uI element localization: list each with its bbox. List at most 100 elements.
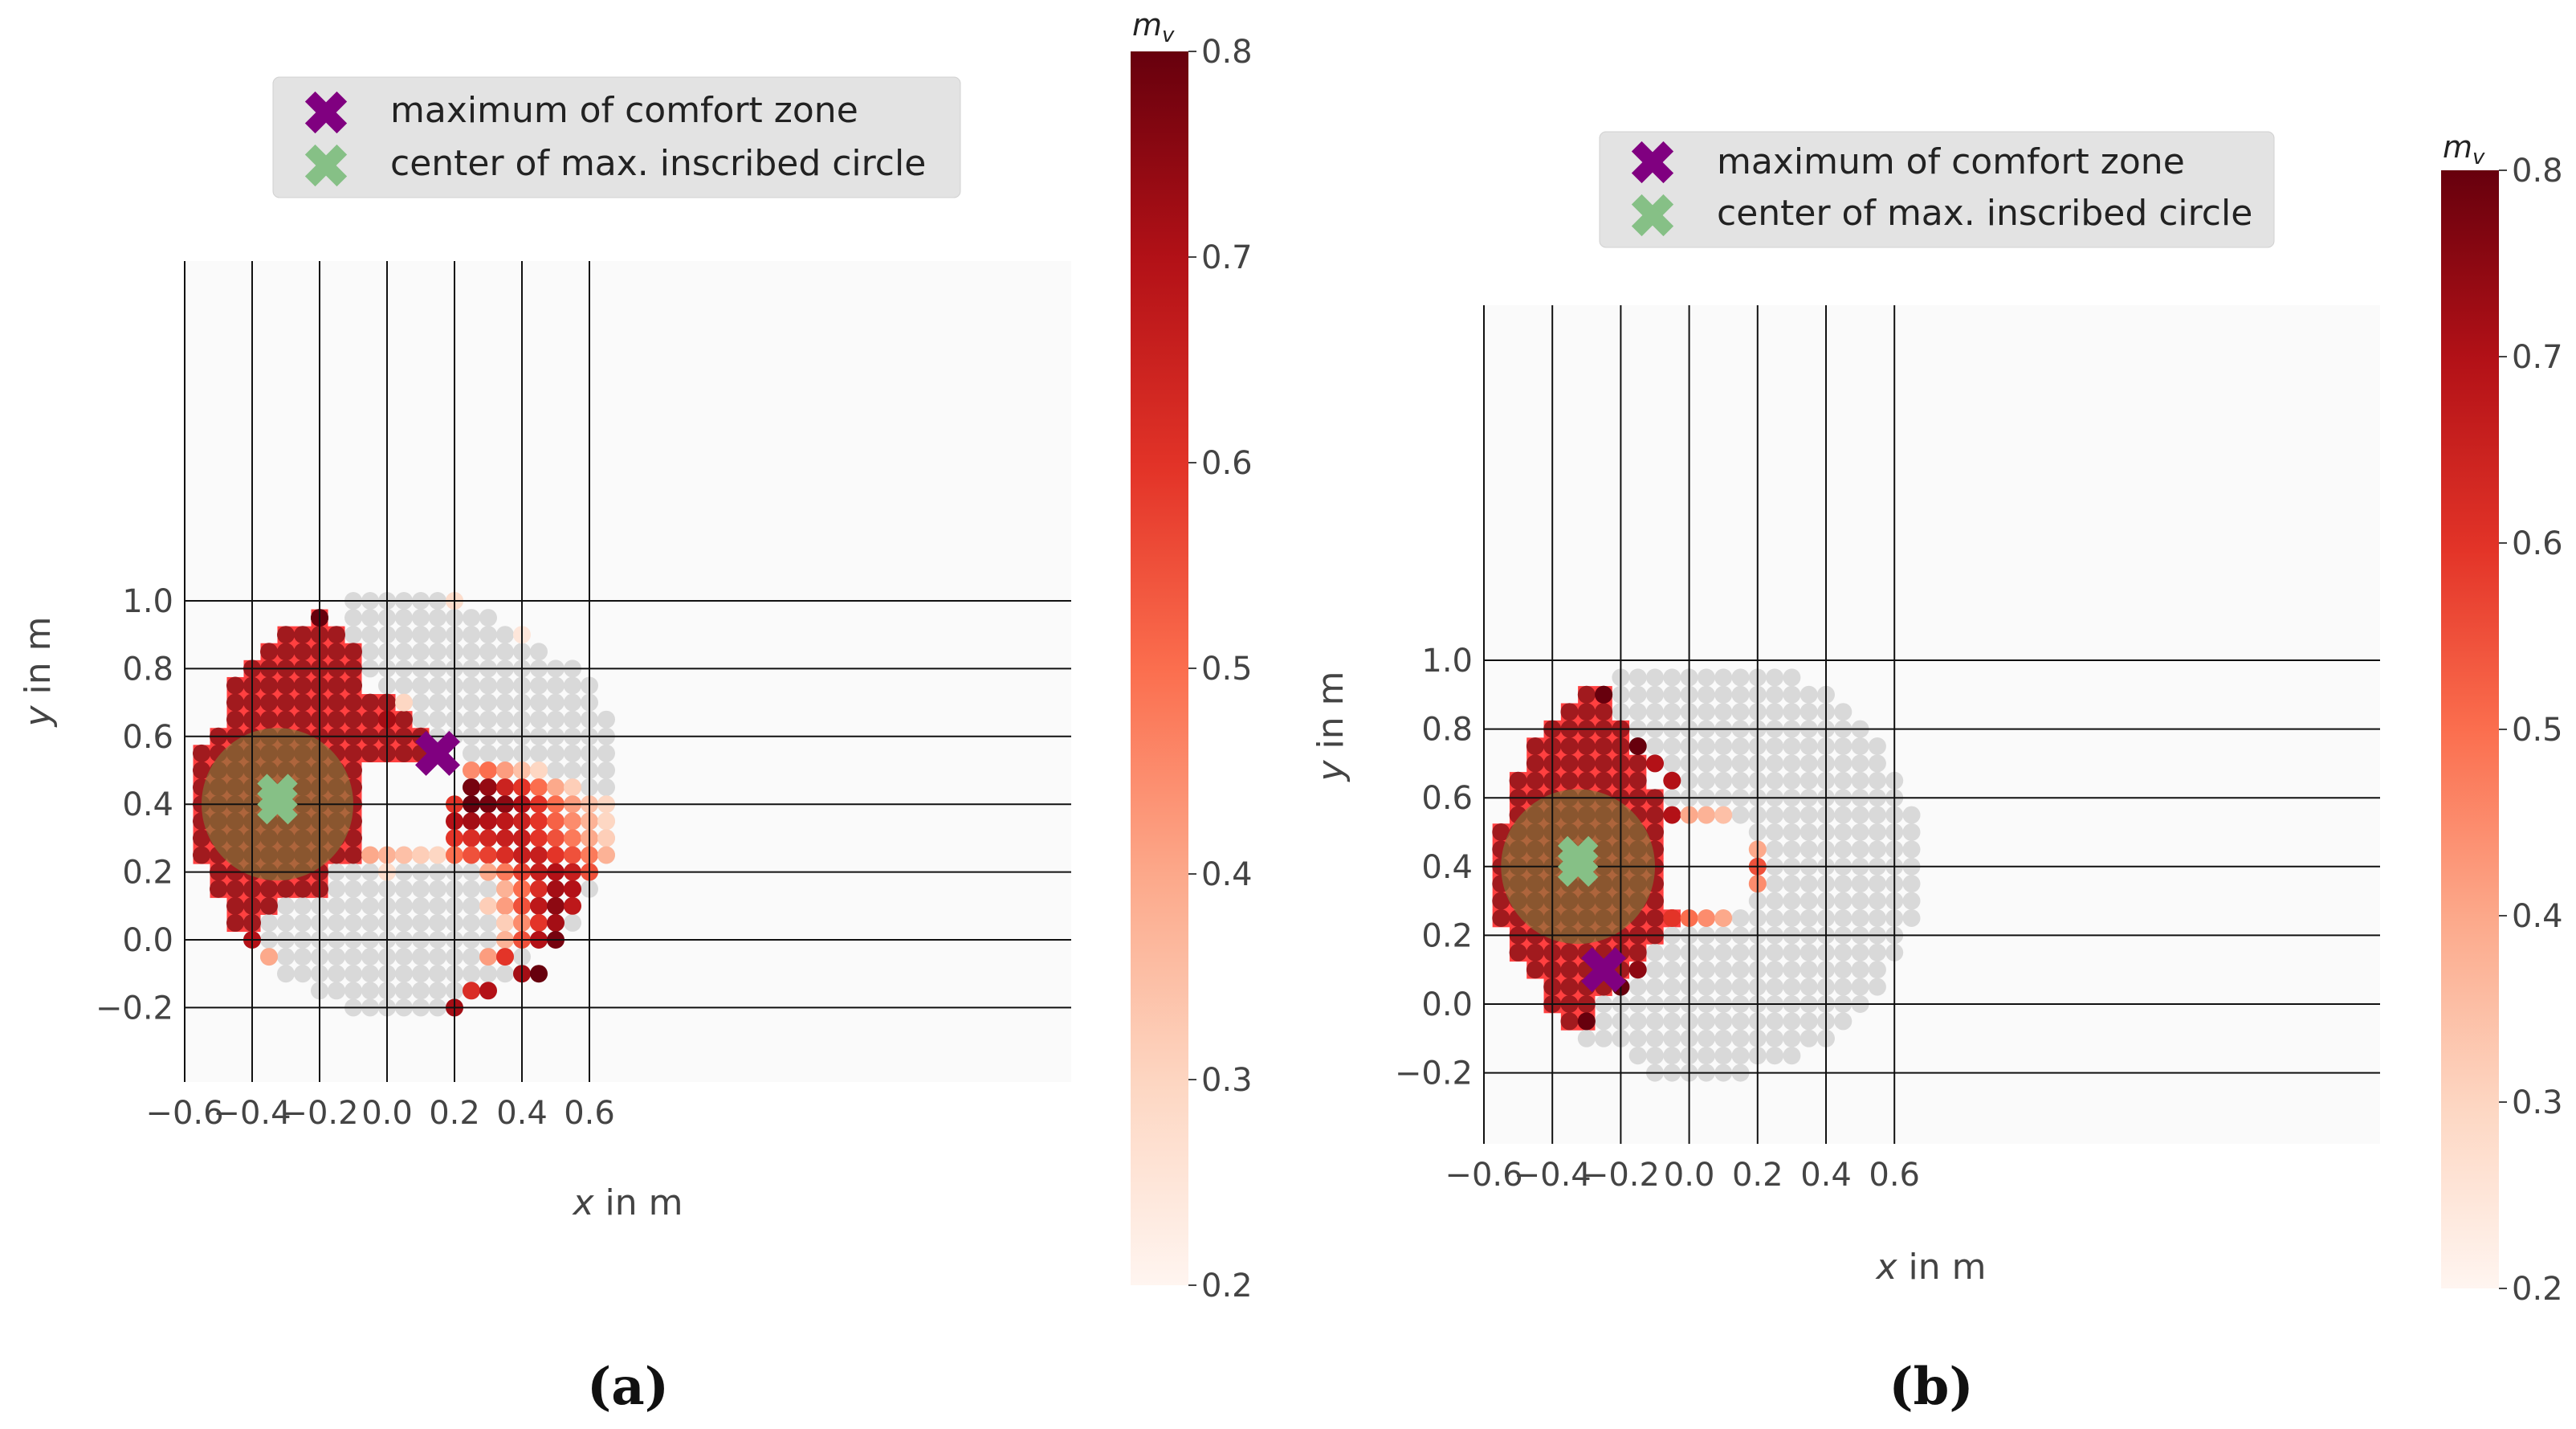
mv-point [597, 829, 615, 847]
x-tick-label: −0.6 [145, 1095, 223, 1132]
mv-point [463, 846, 480, 864]
zone-point [277, 643, 295, 661]
inactive-point [1731, 771, 1750, 790]
y-tick-label: 0.8 [1421, 712, 1473, 749]
colorbar-title-sub-b: v [2472, 145, 2485, 169]
inactive-point [1731, 668, 1750, 687]
mv-point [547, 829, 565, 847]
inactive-point [412, 710, 430, 729]
inactive-point [1783, 943, 1801, 962]
inactive-point [1783, 909, 1801, 927]
mv-point [547, 913, 565, 932]
inactive-point [1783, 703, 1801, 721]
inactive-point [564, 913, 581, 932]
inactive-point [1783, 806, 1801, 824]
zone-point [344, 744, 362, 762]
inactive-point [1800, 875, 1818, 893]
mv-point [479, 829, 497, 847]
inactive-point [1697, 1012, 1715, 1031]
gridlines-a [184, 261, 1071, 1082]
inactive-point [395, 626, 413, 644]
legend-item-max-a: maximum of comfort zone [390, 90, 858, 131]
inactive-point [463, 693, 480, 712]
inactive-point [395, 948, 413, 966]
legend-item-center-b: center of max. inscribed circle [1717, 193, 2252, 234]
zone-point [1492, 909, 1510, 927]
zone-point [344, 846, 362, 864]
zone-point [1560, 737, 1579, 755]
inactive-point [1783, 823, 1801, 841]
zone-point [260, 643, 278, 661]
inactive-point [1663, 737, 1681, 755]
inactive-point [479, 643, 497, 661]
zone-point [294, 693, 312, 712]
inactive-point [1834, 737, 1853, 755]
inactive-point [1646, 943, 1664, 962]
inactive-point [1697, 978, 1715, 996]
inactive-point [496, 965, 514, 983]
mv-point [1663, 771, 1681, 790]
y-ticks-b: −0.2 0.0 0.2 0.4 0.6 0.8 1.0 [1395, 643, 1473, 1092]
mv-point [479, 846, 497, 864]
mv-point [1646, 754, 1664, 773]
inactive-point [344, 982, 362, 1000]
mv-point [564, 880, 581, 898]
inactive-point [1868, 771, 1886, 790]
inactive-point [361, 965, 379, 983]
mv-point [479, 982, 497, 1000]
zone-point [1595, 771, 1613, 790]
inactive-point [1731, 943, 1750, 962]
inactive-point [429, 896, 446, 915]
inactive-point [1851, 806, 1869, 824]
inactive-point [1868, 892, 1886, 910]
colorbar-ticks-b: 0.2 0.3 0.4 0.5 0.6 0.7 0.8 [2499, 153, 2563, 1308]
inactive-point [1834, 943, 1853, 962]
zone-point [1628, 943, 1647, 962]
inactive-point [1697, 1047, 1715, 1065]
inactive-point [1902, 892, 1921, 910]
inactive-point [1800, 1029, 1818, 1047]
y-axis-label-b: y in m [1310, 672, 1351, 783]
inactive-point [496, 643, 514, 661]
inactive-point [1714, 943, 1733, 962]
inactive-point [1766, 823, 1784, 841]
inactive-point [412, 896, 430, 915]
inactive-point [361, 880, 379, 898]
zone-point [1492, 823, 1510, 841]
inactive-point [1697, 685, 1715, 704]
max-marker [1581, 947, 1627, 993]
inactive-point [547, 761, 565, 779]
mv-point [1628, 961, 1647, 979]
y-tick-label: 0.2 [122, 855, 173, 892]
inactive-point [1783, 1029, 1801, 1047]
inactive-point [1628, 978, 1647, 996]
legend-box-a [272, 76, 961, 198]
zone-point [260, 710, 278, 729]
inactive-point [395, 643, 413, 661]
inactive-point [277, 913, 295, 932]
x-axis-unit-b: in m [1897, 1247, 1987, 1288]
zone-point [226, 710, 244, 729]
inactive-point [1714, 754, 1733, 773]
mv-point [1714, 909, 1733, 927]
y-tick-label: 0.6 [122, 719, 173, 756]
zone-point [1646, 892, 1664, 910]
inactive-point [1646, 961, 1664, 979]
inactive-point [1868, 737, 1886, 755]
y-tick-label: 0.0 [122, 922, 173, 959]
colorbar-ticks-a: 0.2 0.3 0.4 0.5 0.6 0.7 0.8 [1188, 34, 1253, 1304]
colorbar-title-base-b: m [2443, 129, 2472, 165]
inactive-point [1783, 737, 1801, 755]
inactive-point [1731, 961, 1750, 979]
inactive-point [1766, 1012, 1784, 1031]
inactive-point [1868, 754, 1886, 773]
inactive-point [1851, 754, 1869, 773]
inactive-point [1731, 909, 1750, 927]
mv-point [1663, 909, 1681, 927]
zone-point [277, 693, 295, 712]
zone-point [294, 626, 312, 644]
inactive-point [1663, 961, 1681, 979]
x-ticks-a: −0.6−0.4−0.2 0.0 0.2 0.4 0.6 [145, 1095, 614, 1132]
inactive-point [1646, 978, 1664, 996]
inactive-point [1766, 909, 1784, 927]
